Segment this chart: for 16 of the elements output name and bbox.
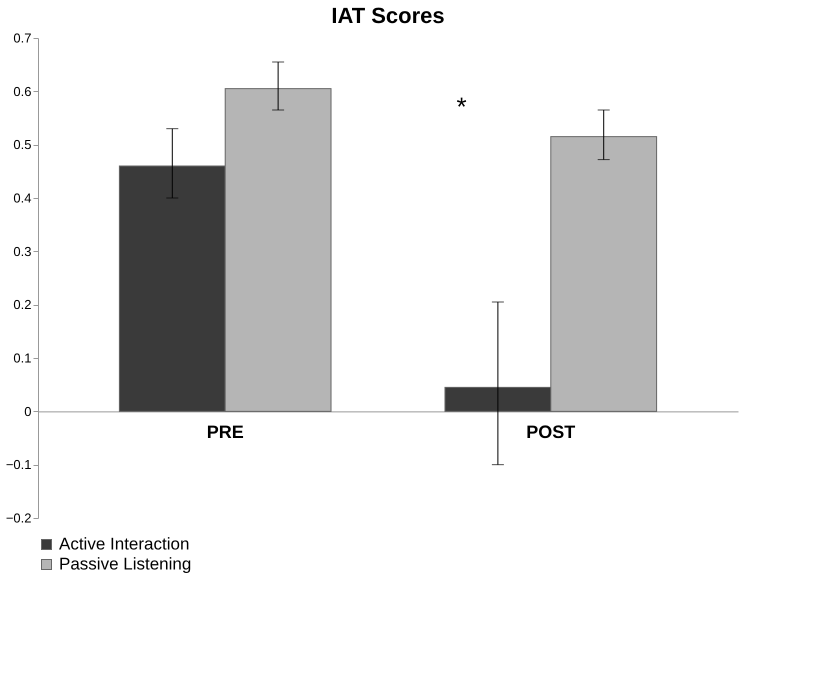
y-tick-label: 0.3 [13,244,32,259]
y-tick-label: 0 [24,404,32,419]
x-tick-label: POST [526,422,576,442]
y-tick-label: −0.1 [6,457,32,472]
legend-label: Active Interaction [59,534,190,554]
chart-title: IAT Scores [331,3,445,28]
y-tick-label: 0.6 [13,84,32,99]
y-tick-label: 0.1 [13,350,32,366]
y-tick-label: 0.4 [13,190,32,206]
y-tick-label: 0.2 [13,297,32,312]
y-tick-label: −0.2 [6,510,32,526]
y-tick-label: 0.5 [13,137,32,152]
annotation: * [456,92,467,122]
x-tick-label: PRE [206,422,244,442]
y-tick-label: 0.7 [13,30,32,46]
legend-label: Passive Listening [59,554,192,574]
